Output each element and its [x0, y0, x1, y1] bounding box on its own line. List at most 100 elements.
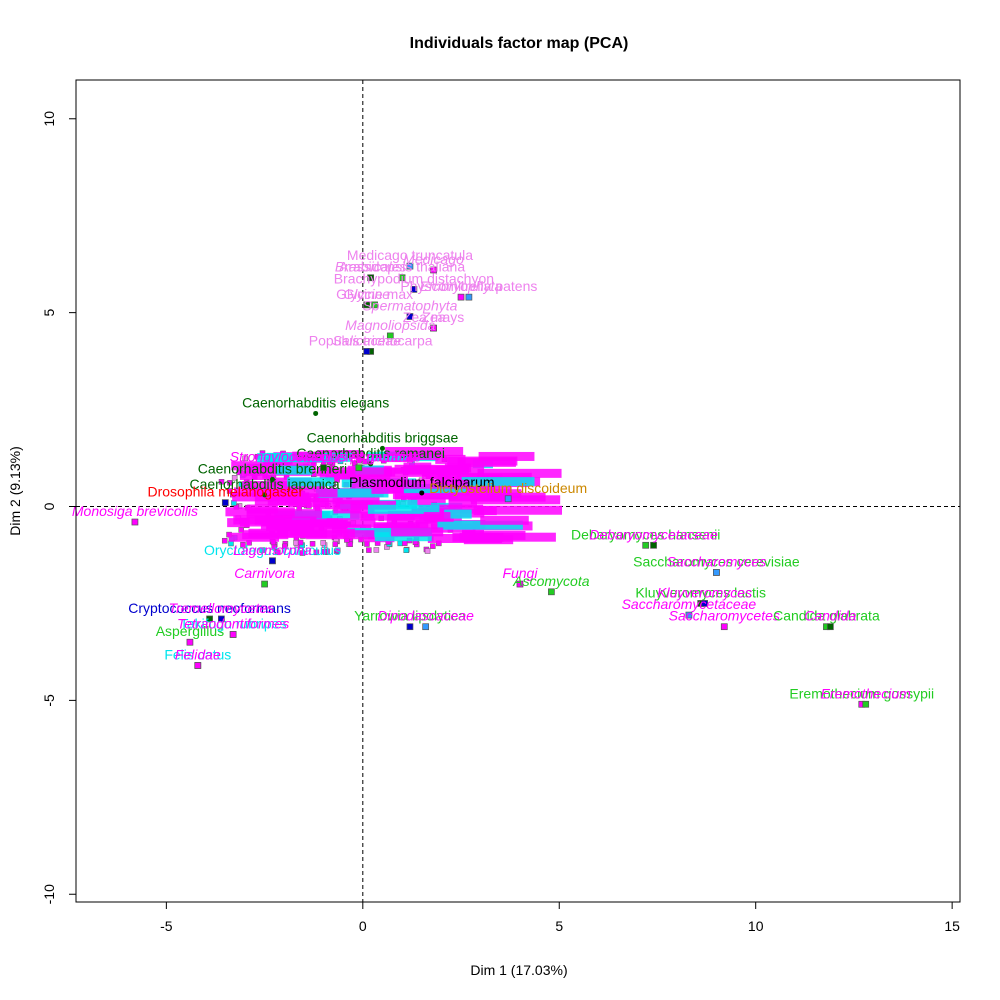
- point-marker: [430, 266, 437, 274]
- point-marker: [371, 301, 378, 309]
- point-label: Caenorhabditis japonica: [189, 476, 339, 492]
- overlapping-label-streak: [385, 446, 464, 456]
- point-label: Glycine: [343, 286, 390, 302]
- overlapping-label-streak: [435, 454, 466, 464]
- cloud-point-marker: [366, 547, 372, 553]
- point-label: Anopheles gambiae: [297, 449, 421, 465]
- plot-frame: [75, 79, 961, 903]
- overlapping-label-streak: [354, 467, 396, 477]
- point-marker: [363, 348, 371, 355]
- point-marker: [642, 541, 650, 549]
- cloud-point-marker: [275, 549, 281, 556]
- point-marker: [221, 499, 229, 506]
- point-label: Arabidopsis thaliana: [339, 259, 465, 275]
- cloud-point-marker: [282, 543, 288, 550]
- point-marker: [320, 464, 327, 472]
- overlapping-label-streak: [418, 504, 484, 514]
- point-marker: [194, 662, 202, 669]
- overlapping-label-streak: [476, 505, 563, 515]
- cloud-point-marker: [218, 479, 225, 485]
- point-marker: [269, 557, 276, 565]
- cloud-point-marker: [320, 540, 326, 546]
- overlapping-label-streak: [287, 477, 335, 487]
- point-marker: [269, 476, 275, 482]
- point-label: Brachypodium distachyon: [334, 270, 494, 286]
- point-marker: [720, 623, 728, 631]
- point-marker: [262, 492, 268, 498]
- point-label: Medicago truncatula: [347, 247, 473, 263]
- x-tick-label: 0: [359, 918, 367, 934]
- point-label: Embryophyta: [420, 278, 503, 294]
- point-label: Yarrowia lipolytica: [354, 608, 466, 624]
- point-label: Plasmodium falciparum: [349, 474, 495, 490]
- point-label: Zea: [420, 309, 445, 325]
- overlapping-label-streak: [390, 479, 470, 489]
- point-marker: [685, 611, 693, 619]
- overlapping-label-streak: [394, 464, 469, 474]
- point-label: Debaryomycetaceae: [589, 526, 718, 542]
- point-marker: [406, 623, 414, 631]
- point-marker: [186, 638, 194, 646]
- overlapping-label-streak: [371, 484, 393, 494]
- cloud-point-marker: [430, 543, 436, 549]
- cloud-point-marker: [297, 539, 304, 546]
- overlapping-label-streak: [275, 465, 313, 475]
- point-marker: [516, 580, 524, 588]
- point-label: Saccharomycetes: [669, 608, 780, 624]
- cloud-point-marker: [221, 537, 228, 544]
- point-marker: [313, 410, 319, 416]
- overlapping-label-streak: [305, 530, 375, 540]
- point-label: Saccharomycetaceae: [622, 596, 757, 612]
- cloud-point-marker: [313, 549, 320, 556]
- point-marker: [406, 313, 414, 320]
- point-marker: [261, 580, 268, 588]
- overlapping-label-streak: [407, 496, 446, 506]
- point-marker: [379, 445, 385, 451]
- point-marker: [548, 588, 555, 596]
- x-tick-label: 5: [555, 918, 563, 934]
- cloud-point-marker: [332, 541, 338, 547]
- overlapping-label-streak: [292, 451, 324, 461]
- point-marker: [410, 286, 418, 293]
- point-label: Magnoliopsida: [345, 317, 435, 333]
- point-marker: [367, 274, 375, 282]
- point-label: Salicaceae: [332, 332, 401, 348]
- cloud-point-marker: [334, 547, 341, 554]
- point-label: Felis catus: [164, 646, 231, 662]
- cloud-point-marker: [238, 527, 244, 533]
- overlapping-label-streak: [448, 492, 510, 502]
- point-label: Kluyveromyces lactis: [635, 584, 766, 600]
- overlapping-label-streak: [239, 470, 269, 480]
- point-marker: [862, 700, 870, 708]
- point-label: Caenorhabditis remanei: [296, 445, 445, 461]
- point-label: Caenorhabditis briggsae: [307, 429, 459, 445]
- point-marker: [363, 301, 371, 309]
- cloud-point-marker: [299, 550, 306, 556]
- cloud-point-marker: [364, 541, 370, 547]
- point-marker: [206, 615, 213, 623]
- point-label: Dictyostelium discoideum: [429, 480, 587, 496]
- point-label: Monosiga brevicollis: [72, 503, 198, 519]
- overlapping-label-streak: [423, 512, 451, 522]
- cloud-point-marker: [231, 475, 238, 481]
- point-label: Felidae: [175, 646, 221, 662]
- cloud-point-marker: [242, 455, 248, 462]
- cloud-point-marker: [226, 488, 233, 494]
- point-marker: [422, 623, 430, 631]
- overlapping-label-streak: [394, 490, 458, 500]
- point-marker: [398, 274, 406, 282]
- overlapping-label-streak: [473, 506, 497, 516]
- point-marker: [701, 600, 708, 607]
- point-label: Candida: [804, 608, 856, 624]
- point-label: Drosophila melanogaster: [147, 484, 303, 500]
- overlapping-label-streak: [478, 451, 535, 461]
- point-label: Fungi: [502, 565, 538, 581]
- overlapping-label-streak: [448, 498, 478, 508]
- point-marker: [406, 262, 414, 270]
- point-label: Caenorhabditis brenneri: [198, 460, 347, 476]
- cloud-point-marker: [347, 541, 353, 548]
- cloud-point-marker: [227, 480, 233, 486]
- point-label: Debaryomyces hansenii: [571, 526, 720, 542]
